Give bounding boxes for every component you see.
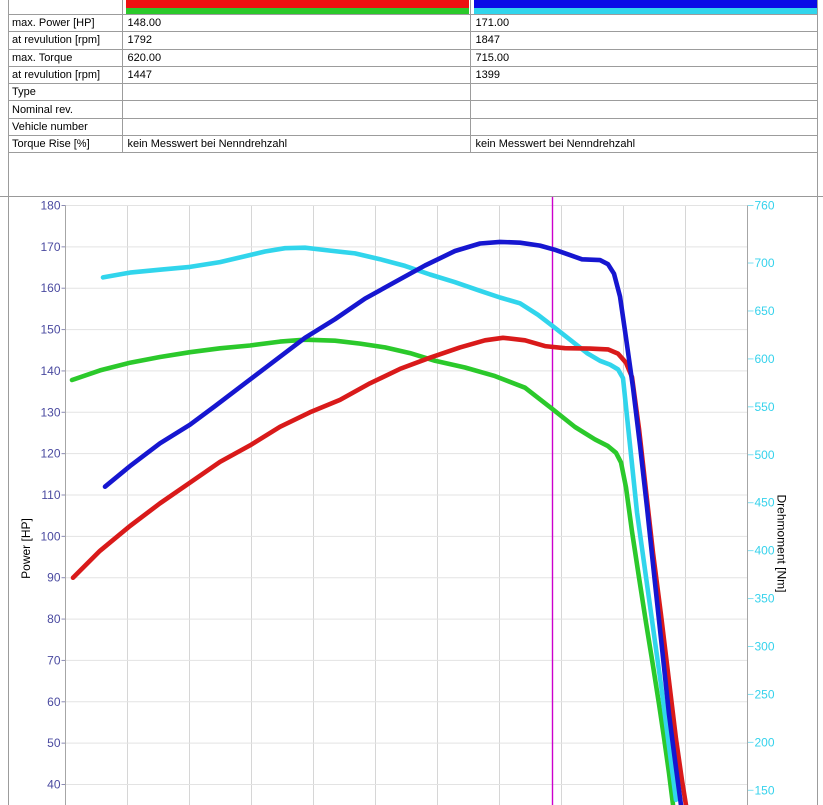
series-power_run1 (70, 335, 689, 805)
table-row: max. Power [HP] 148.00 171.00 (8, 14, 818, 33)
series-torque_run2 (100, 245, 679, 803)
series-power_run2 (102, 239, 684, 805)
legend-header-label-cell (8, 0, 123, 15)
left-tick-label: 130 (40, 405, 60, 419)
row-label-cell: max. Power [HP] (8, 14, 123, 33)
legend-bars-run2-power-color (473, 0, 817, 8)
right-tick-label: 550 (755, 400, 775, 414)
left-tick-label: 160 (40, 281, 60, 295)
left-tick-label: 100 (40, 529, 60, 543)
run2-value-cell: 1399 (470, 66, 818, 85)
run2-value-cell (470, 83, 818, 102)
legend-bars-run2 (470, 0, 818, 15)
right-tick-label: 700 (755, 256, 775, 270)
table-row: at revulution [rpm] 1792 1847 (8, 31, 818, 50)
right-tick-label: 200 (755, 735, 775, 749)
table-row: at revulution [rpm] 1447 1399 (8, 66, 818, 85)
row-label-cell: Torque Rise [%] (8, 135, 123, 154)
run1-value-cell (122, 100, 471, 119)
right-tick-label: 450 (755, 496, 775, 510)
left-tick-label: 110 (41, 488, 60, 502)
left-tick-label: 120 (40, 447, 60, 461)
run2-value-cell (470, 118, 818, 137)
legend-bars-run2-torque-color (473, 8, 817, 14)
row-label-cell: Vehicle number (8, 118, 123, 137)
left-tick-label: 50 (47, 736, 61, 750)
run1-value-cell: 148.00 (122, 14, 471, 33)
legend-bars-run1-power-color (125, 0, 469, 8)
right-tick-label: 600 (755, 352, 775, 366)
legend-bars-run1-torque-color (125, 8, 469, 14)
right-tick-label: 760 (755, 199, 775, 213)
left-tick-label: 40 (47, 778, 61, 792)
run1-value-cell: kein Messwert bei Nenndrehzahl (122, 135, 471, 154)
right-axis-title: Drehmoment [Nm] (774, 494, 789, 593)
row-label-cell: at revulution [rpm] (8, 31, 123, 50)
right-tick-label: 400 (755, 544, 775, 558)
run2-value-cell: kein Messwert bei Nenndrehzahl (470, 135, 818, 154)
right-tick-label: 150 (755, 783, 775, 797)
row-label-cell: Nominal rev. (8, 100, 123, 119)
row-label-cell: max. Torque (8, 49, 123, 67)
page-left-border (8, 0, 9, 805)
table-row: Vehicle number (8, 118, 818, 137)
left-tick-label: 140 (40, 364, 60, 378)
right-tick-label: 650 (755, 304, 775, 318)
run2-value-cell: 171.00 (470, 14, 818, 33)
run2-value-cell (470, 100, 818, 119)
left-tick-label: 150 (40, 323, 60, 337)
left-tick-label: 80 (47, 612, 61, 626)
row-label-cell: Type (8, 83, 123, 102)
left-tick-label: 180 (40, 199, 60, 213)
right-tick-label: 500 (755, 448, 775, 462)
right-tick-label: 300 (755, 639, 775, 653)
run2-value-cell: 1847 (470, 31, 818, 50)
run1-value-cell (122, 118, 471, 137)
chart-section-divider (0, 196, 823, 197)
results-table: max. Power [HP] 148.00 171.00 at revulution… (8, 0, 818, 154)
right-tick-label: 250 (755, 687, 775, 701)
page-right-border (817, 0, 818, 805)
run2-value-cell: 715.00 (470, 49, 818, 67)
right-tick-label: 350 (755, 592, 775, 606)
table-row: max. Torque 620.00 715.00 (8, 49, 818, 67)
run1-value-cell (122, 83, 471, 102)
run1-value-cell: 1792 (122, 31, 471, 50)
left-axis-title: Power [HP] (19, 518, 33, 579)
left-tick-label: 60 (47, 695, 61, 709)
left-tick-label: 70 (47, 653, 61, 667)
table-row: Torque Rise [%] kein Messwert bei Nenndre… (8, 135, 818, 154)
row-label-cell: at revulution [rpm] (8, 66, 123, 85)
legend-bars-run1 (122, 0, 471, 15)
left-tick-label: 170 (40, 240, 60, 254)
table-row: Type (8, 83, 818, 102)
table-row: Nominal rev. (8, 100, 818, 119)
run1-value-cell: 620.00 (122, 49, 471, 67)
series-torque_run1 (69, 337, 676, 805)
run1-value-cell: 1447 (122, 66, 471, 85)
left-tick-label: 90 (47, 571, 61, 585)
dyno-chart: 180 170 160 150 140 130 120 110 100 90 80 70 60 50 40 7… (40, 197, 775, 805)
